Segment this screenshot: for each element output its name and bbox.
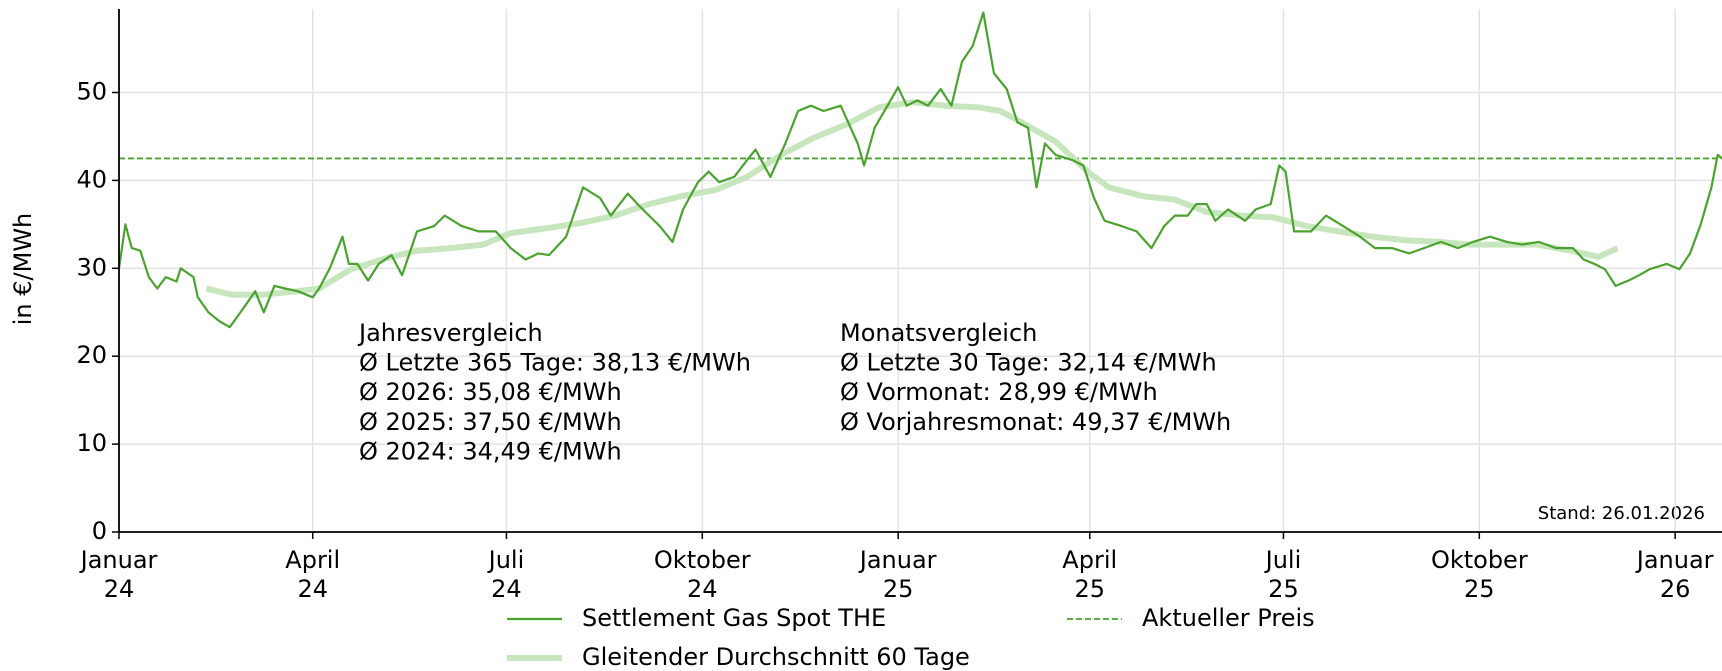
legend-label: Gleitender Durchschnitt 60 Tage [582,643,970,671]
x-tick-label: Juli 24 [488,546,525,603]
y-tick-label: 50 [76,78,107,106]
x-tick-label: Januar 24 [80,546,158,603]
x-tick-label: April 25 [1062,546,1118,603]
x-tick-label: Januar 26 [1636,546,1714,603]
x-tick-label: Oktober 25 [1430,546,1528,603]
y-tick-label: 10 [76,429,107,457]
annotation-text: Ø 2025: 37,50 €/MWh [359,408,622,436]
annotation-text: Ø 2024: 34,49 €/MWh [359,437,622,465]
y-tick-label: 20 [76,341,107,369]
y-tick-label: 30 [76,253,107,281]
y-axis-label: in €/MWh [9,213,37,326]
x-tick-label: Januar 25 [859,546,937,603]
y-tick-label: 40 [76,165,107,193]
annotation-text: Ø 2026: 35,08 €/MWh [359,378,622,406]
note: Stand: 26.01.2026 [1538,503,1705,524]
annotation-text: Jahresvergleich [357,319,543,347]
annotation-text: Ø Vorjahresmonat: 49,37 €/MWh [840,408,1231,436]
legend-label: Aktueller Preis [1142,604,1315,632]
y-tick-label: 0 [92,517,107,545]
annotation-text: Ø Vormonat: 28,99 €/MWh [840,378,1158,406]
legend-label: Settlement Gas Spot THE [582,604,886,632]
series-line [117,11,1722,329]
annotation-text: Monatsvergleich [840,319,1037,347]
x-tick-label: Oktober 24 [653,546,751,603]
series-line [205,99,1619,298]
x-tick-label: Juli 25 [1265,546,1302,603]
x-tick-label: April 24 [285,546,341,603]
annotation-text: Ø Letzte 30 Tage: 32,14 €/MWh [840,349,1217,377]
annotation-text: Ø Letzte 365 Tage: 38,13 €/MWh [359,349,751,377]
